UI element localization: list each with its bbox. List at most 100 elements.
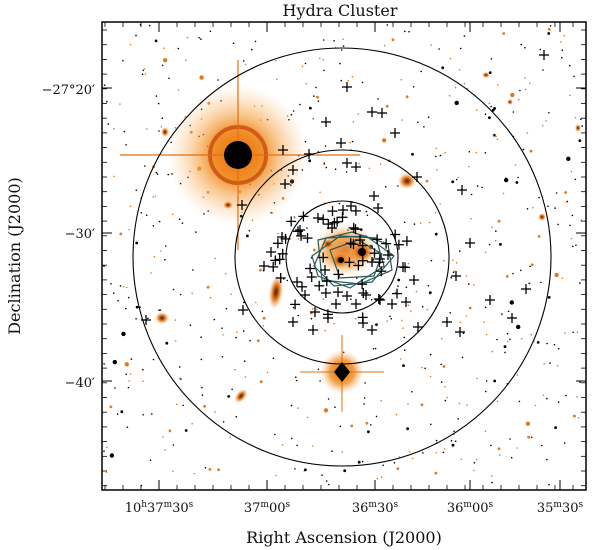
background-star <box>512 111 515 113</box>
galaxy-marker <box>290 299 301 310</box>
background-star <box>452 271 455 274</box>
background-star <box>572 245 574 248</box>
y-tick-label-3: −40′ <box>65 376 95 391</box>
background-star <box>538 196 540 199</box>
background-star <box>122 60 124 62</box>
background-star <box>561 56 563 59</box>
background-star <box>119 232 123 236</box>
background-star <box>106 446 108 449</box>
background-star <box>529 149 533 153</box>
background-star <box>367 430 370 434</box>
galaxy-marker <box>451 271 461 281</box>
background-star <box>379 163 382 165</box>
background-star <box>120 410 124 414</box>
galaxy-marker <box>318 214 329 225</box>
background-star <box>451 443 455 447</box>
background-star <box>454 440 457 443</box>
background-star <box>420 403 424 407</box>
background-star <box>311 307 314 310</box>
background-star <box>201 386 203 389</box>
background-star <box>275 474 277 477</box>
background-star <box>570 170 573 173</box>
background-star <box>566 156 571 161</box>
background-star <box>103 363 105 365</box>
background-star <box>485 333 488 336</box>
background-star <box>502 192 505 195</box>
background-star <box>491 108 495 112</box>
galaxy-marker <box>296 230 307 241</box>
background-star <box>182 404 184 407</box>
background-star <box>323 69 325 72</box>
background-star <box>312 118 314 120</box>
background-star <box>575 244 577 246</box>
background-star <box>410 310 412 312</box>
background-star <box>488 71 492 74</box>
background-star <box>259 268 262 272</box>
background-star <box>517 98 520 101</box>
background-star <box>214 411 216 413</box>
background-star <box>490 475 493 477</box>
galaxy-marker <box>539 50 549 60</box>
background-star <box>380 476 383 478</box>
background-star <box>200 336 202 339</box>
background-star <box>561 277 564 280</box>
galaxy-marker <box>342 291 352 301</box>
background-star <box>177 89 180 91</box>
background-star <box>184 429 188 432</box>
background-star <box>295 379 298 382</box>
galaxy-marker <box>367 325 377 335</box>
background-star <box>501 313 503 315</box>
background-star <box>463 35 466 37</box>
background-star <box>390 318 393 320</box>
circle-middle <box>234 149 450 365</box>
background-star <box>488 102 491 105</box>
background-star <box>200 358 203 361</box>
background-star <box>563 442 566 444</box>
galaxy-marker <box>401 297 411 307</box>
background-star <box>490 58 493 60</box>
background-star <box>454 100 459 106</box>
background-star <box>440 337 443 340</box>
background-star <box>209 296 212 299</box>
background-star <box>488 116 491 120</box>
background-star <box>382 138 387 143</box>
background-star <box>520 269 522 272</box>
background-star <box>365 421 369 425</box>
background-star <box>193 472 196 475</box>
background-star <box>363 397 366 399</box>
background-star <box>547 32 551 35</box>
background-star <box>393 462 396 464</box>
background-star <box>564 191 567 194</box>
background-star <box>490 444 492 447</box>
galaxy-marker <box>305 263 316 274</box>
background-star <box>191 292 193 295</box>
background-star <box>192 269 194 271</box>
galaxy-marker <box>367 107 377 117</box>
background-star <box>146 128 148 130</box>
background-star <box>554 426 557 429</box>
galaxy-marker <box>278 145 288 155</box>
galaxy-marker <box>238 305 248 315</box>
background-star <box>434 232 438 236</box>
background-star <box>127 386 130 389</box>
background-star <box>106 100 108 103</box>
background-star <box>484 306 487 309</box>
galaxy-marker <box>329 217 340 228</box>
background-star <box>158 309 160 312</box>
background-star <box>497 219 501 223</box>
background-star <box>262 325 265 327</box>
galaxy-marker <box>327 206 338 217</box>
background-star <box>386 24 389 26</box>
background-star <box>315 308 318 311</box>
background-star <box>306 227 308 229</box>
galaxy-marker <box>390 128 400 138</box>
background-star <box>144 73 147 75</box>
background-star <box>246 234 249 238</box>
galaxy-marker <box>320 265 330 275</box>
background-star <box>217 468 221 472</box>
background-star <box>466 404 468 406</box>
background-star <box>517 176 519 179</box>
background-star <box>172 288 175 291</box>
background-star <box>435 147 438 150</box>
background-star <box>427 285 430 287</box>
